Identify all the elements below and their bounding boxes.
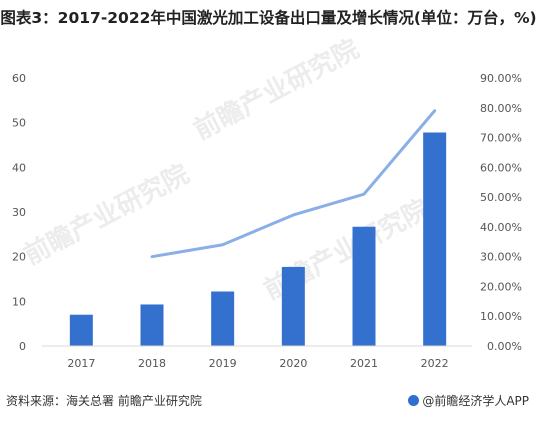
y-tick-left: 30 [12, 206, 26, 219]
bar-2020 [281, 266, 305, 346]
y-tick-right: 90.00% [480, 72, 522, 85]
left-axis: 0 10 20 30 40 50 60 [12, 72, 26, 353]
y-tick-left: 40 [12, 161, 26, 174]
y-tick-right: 70.00% [480, 132, 522, 145]
watermark-text: 前瞻产业研究院 [189, 33, 364, 146]
brand-label: @前瞻经济学人APP [408, 392, 529, 409]
y-tick-right: 30.00% [480, 251, 522, 264]
y-tick-right: 0.00% [487, 340, 522, 353]
y-tick-left: 10 [12, 295, 26, 308]
y-tick-right: 60.00% [480, 161, 522, 174]
x-tick-2022: 2022 [421, 357, 449, 370]
x-axis: 2017 2018 2019 2020 2021 2022 [42, 345, 472, 370]
bar-2021 [352, 226, 376, 346]
x-tick-2017: 2017 [67, 357, 95, 370]
brand-text: @前瞻经济学人APP [422, 394, 529, 408]
bar-2019 [211, 291, 235, 346]
y-tick-right: 10.00% [480, 310, 522, 323]
x-tick-2018: 2018 [138, 357, 166, 370]
bar-series [69, 132, 447, 346]
y-tick-left: 0 [19, 340, 26, 353]
right-axis: 0.00% 10.00% 20.00% 30.00% 40.00% 50.00% 60.00… [480, 72, 522, 353]
chart-title: 图表3：2017-2022年中国激光加工设备出口量及增长情况(单位：万台，%) [0, 9, 537, 27]
y-tick-right: 40.00% [480, 221, 522, 234]
x-tick-2019: 2019 [209, 357, 237, 370]
y-tick-left: 20 [12, 251, 26, 264]
growth-line [150, 109, 437, 259]
y-tick-right: 80.00% [480, 102, 522, 115]
bar-2022 [423, 132, 447, 346]
x-tick-2020: 2020 [279, 357, 307, 370]
brand-logo-icon [408, 395, 420, 406]
y-tick-left: 50 [12, 117, 26, 130]
bar-2017 [69, 314, 93, 346]
x-tick-2021: 2021 [350, 357, 378, 370]
source-note: 资料来源：海关总署 前瞻产业研究院 [6, 394, 202, 408]
y-tick-left: 60 [12, 72, 26, 85]
line-series [150, 109, 437, 259]
y-tick-right: 50.00% [480, 191, 522, 204]
bar-2018 [140, 304, 164, 346]
y-tick-right: 20.00% [480, 280, 522, 293]
